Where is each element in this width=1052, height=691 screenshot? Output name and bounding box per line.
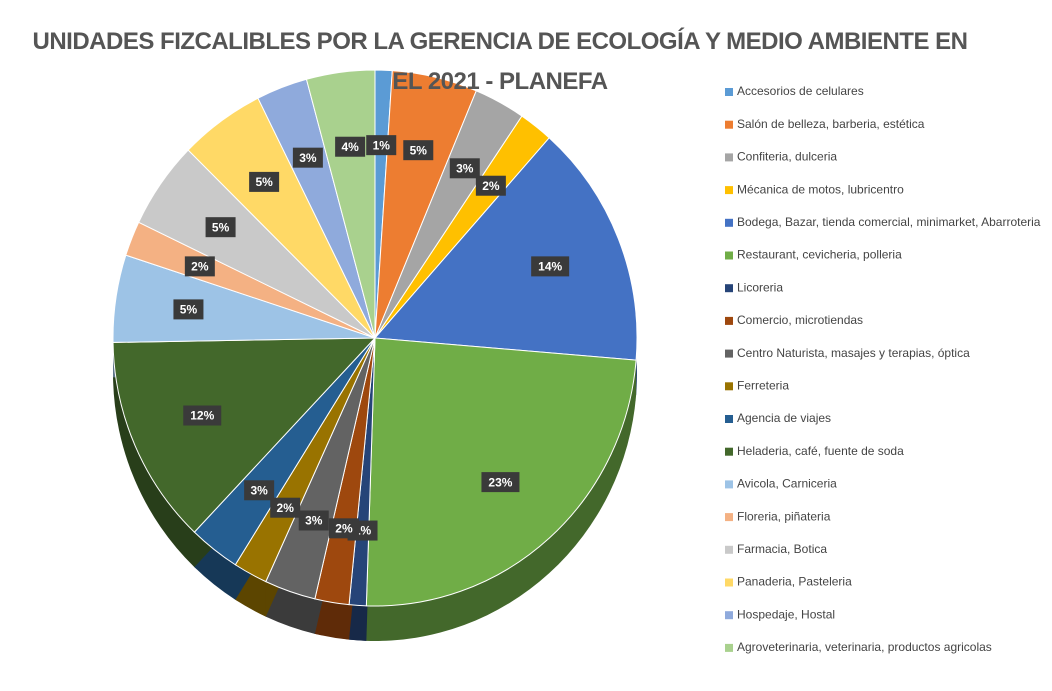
legend-swatch — [725, 153, 733, 162]
legend-label: Heladeria, café, fuente de soda — [737, 444, 904, 458]
data-label-box — [366, 135, 397, 156]
data-label: 14% — [538, 260, 562, 274]
data-label-box — [335, 136, 366, 157]
slice — [365, 337, 637, 607]
legend-label: Ferreteria — [737, 378, 789, 392]
legend-label: Agencia de viajes — [737, 411, 831, 425]
legend-swatch — [725, 578, 733, 587]
legend-swatch — [725, 88, 733, 96]
data-label: 5% — [180, 303, 198, 317]
legend-label: Confiteria, dulceria — [737, 150, 837, 164]
legend-swatch — [725, 415, 733, 423]
legend-label: Avicola, Carniceria — [737, 477, 837, 491]
data-label-box — [531, 256, 570, 277]
data-label-box — [173, 299, 204, 320]
chart-title: UNIDADES FIZCALIBLES POR LA GERENCIA DE … — [32, 28, 968, 95]
data-label-box — [292, 147, 323, 168]
data-label: 3% — [250, 483, 268, 497]
data-label: 4% — [341, 140, 359, 154]
data-label: 2% — [277, 501, 295, 515]
slice-wall — [349, 604, 367, 641]
legend-swatch — [725, 382, 733, 391]
legend-swatch — [725, 480, 733, 489]
data-label: 5% — [212, 220, 230, 234]
data-label-box — [183, 405, 222, 426]
data-label: 2% — [335, 522, 353, 536]
legend-swatch — [725, 643, 733, 652]
data-label-box — [449, 158, 480, 179]
legend-label: Bodega, Bazar, tienda comercial, minimar… — [737, 215, 1041, 229]
legend-swatch — [725, 447, 733, 456]
data-label: 1% — [373, 138, 391, 152]
data-label-box — [328, 518, 359, 539]
data-label-box — [270, 497, 301, 518]
slice-wall — [314, 598, 350, 640]
data-label-box — [298, 510, 329, 531]
legend-label: Accesorios de celulares — [737, 84, 864, 98]
data-label-box — [249, 171, 280, 192]
data-label-box — [403, 140, 434, 161]
data-label-box — [244, 480, 275, 501]
data-label-box — [475, 175, 506, 196]
legend-swatch — [725, 513, 733, 522]
slice — [112, 337, 377, 533]
legend-swatch — [725, 186, 733, 195]
data-label-box — [184, 256, 215, 277]
legend-swatch — [725, 611, 733, 620]
legend-swatch — [725, 120, 733, 129]
data-label: 2% — [191, 260, 209, 274]
legend-swatch — [725, 349, 733, 358]
data-label: 5% — [410, 143, 428, 157]
data-label: 23% — [488, 475, 512, 489]
legend-swatch — [725, 316, 733, 325]
pie-top — [112, 69, 638, 607]
legend-label: Agroveterinaria, veterinaria, productos … — [737, 640, 992, 654]
legend-label: Comercio, microtiendas — [737, 313, 863, 327]
legend-swatch — [725, 545, 733, 554]
data-label: 3% — [299, 151, 317, 165]
data-label: 3% — [305, 514, 323, 528]
slice — [373, 137, 638, 361]
data-label: 3% — [456, 161, 474, 175]
legend-label: Centro Naturista, masajes y terapias, óp… — [737, 346, 970, 360]
legend-label: Floreria, piñateria — [737, 509, 831, 523]
legend-label: Licoreria — [737, 280, 783, 294]
legend-label: Salón de belleza, barberia, estética — [737, 117, 925, 131]
data-label-box — [205, 217, 236, 238]
data-label: 12% — [190, 409, 214, 423]
legend-label: Hospedaje, Hostal — [737, 607, 835, 621]
legend-label: Restaurant, cevicheria, polleria — [737, 248, 902, 262]
legend-label: Panaderia, Pasteleria — [737, 575, 852, 589]
data-label-box — [481, 472, 520, 493]
legend-swatch — [725, 218, 733, 227]
legend-label: Mécanica de motos, lubricentro — [737, 182, 904, 196]
data-label: 5% — [255, 175, 273, 189]
data-label: 2% — [482, 179, 500, 193]
legend-swatch — [725, 251, 733, 260]
legend-label: Farmacia, Botica — [737, 542, 827, 556]
legend-swatch — [725, 284, 733, 293]
